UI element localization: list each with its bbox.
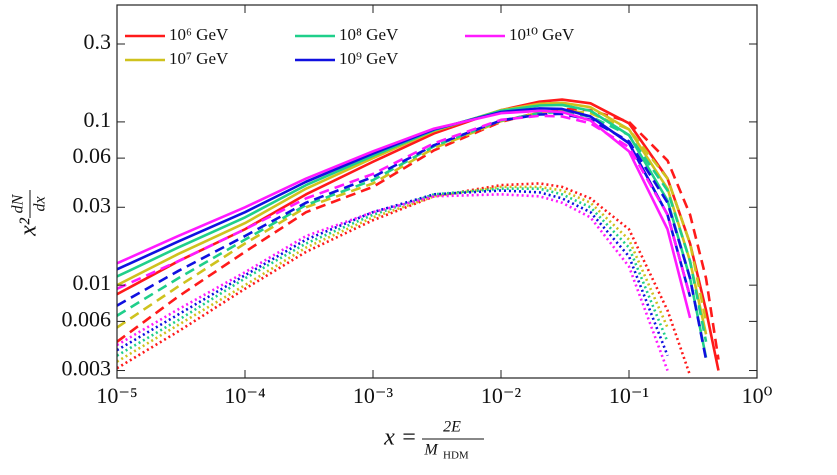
- y-tick-label: 0.03: [73, 192, 112, 217]
- y-tick-label: 0.006: [62, 306, 112, 331]
- x-label-prefix: x =: [383, 425, 417, 451]
- y-tick-label: 0.01: [73, 270, 112, 295]
- x-tick-label: 10⁰: [742, 383, 773, 408]
- series-line: [117, 112, 708, 360]
- x-label-num: 2E: [443, 419, 461, 436]
- curves: [117, 98, 720, 376]
- y-axis-label: x² dN dx: [10, 190, 49, 237]
- series-line: [117, 109, 692, 319]
- x-axis-label: x = 2E M HDM: [383, 419, 484, 462]
- x-tick-label: 10⁻⁵: [96, 383, 137, 408]
- series-line: [117, 187, 669, 357]
- plot-frame: [116, 4, 758, 379]
- y-tick-label: 0.06: [73, 143, 112, 168]
- legend: 10⁶ GeV 10⁷ GeV 10⁸ GeV 10⁹ GeV 10¹⁰ GeV: [125, 25, 575, 68]
- y-label-num: dN: [10, 193, 27, 213]
- x-tick-label: 10⁻²: [481, 383, 522, 408]
- series-line: [117, 107, 692, 298]
- series-line: [117, 103, 708, 358]
- series-line: [117, 189, 669, 357]
- legend-label: 10¹⁰ GeV: [509, 25, 575, 44]
- series-line: [117, 185, 669, 363]
- series-line: [117, 110, 708, 343]
- legend-label: 10⁸ GeV: [339, 25, 399, 44]
- y-label-prefix: x²: [16, 217, 42, 237]
- y-tick-label: 0.1: [84, 107, 112, 132]
- legend-label: 10⁹ GeV: [339, 49, 399, 68]
- x-tick-label: 10⁻¹: [609, 383, 649, 408]
- legend-label: 10⁶ GeV: [169, 25, 229, 44]
- y-tick-label: 0.003: [62, 356, 112, 381]
- x-tick-label: 10⁻³: [353, 383, 394, 408]
- x-label-den-sub: HDM: [443, 450, 469, 462]
- series-line: [117, 182, 692, 376]
- series-line: [117, 193, 669, 371]
- x-tick-label: 10⁻⁴: [224, 383, 266, 408]
- legend-label: 10⁷ GeV: [169, 49, 229, 68]
- y-tick-label: 0.3: [84, 29, 112, 54]
- x-label-den: M: [423, 442, 439, 459]
- y-label-den: dx: [32, 196, 49, 211]
- series-line: [117, 114, 692, 298]
